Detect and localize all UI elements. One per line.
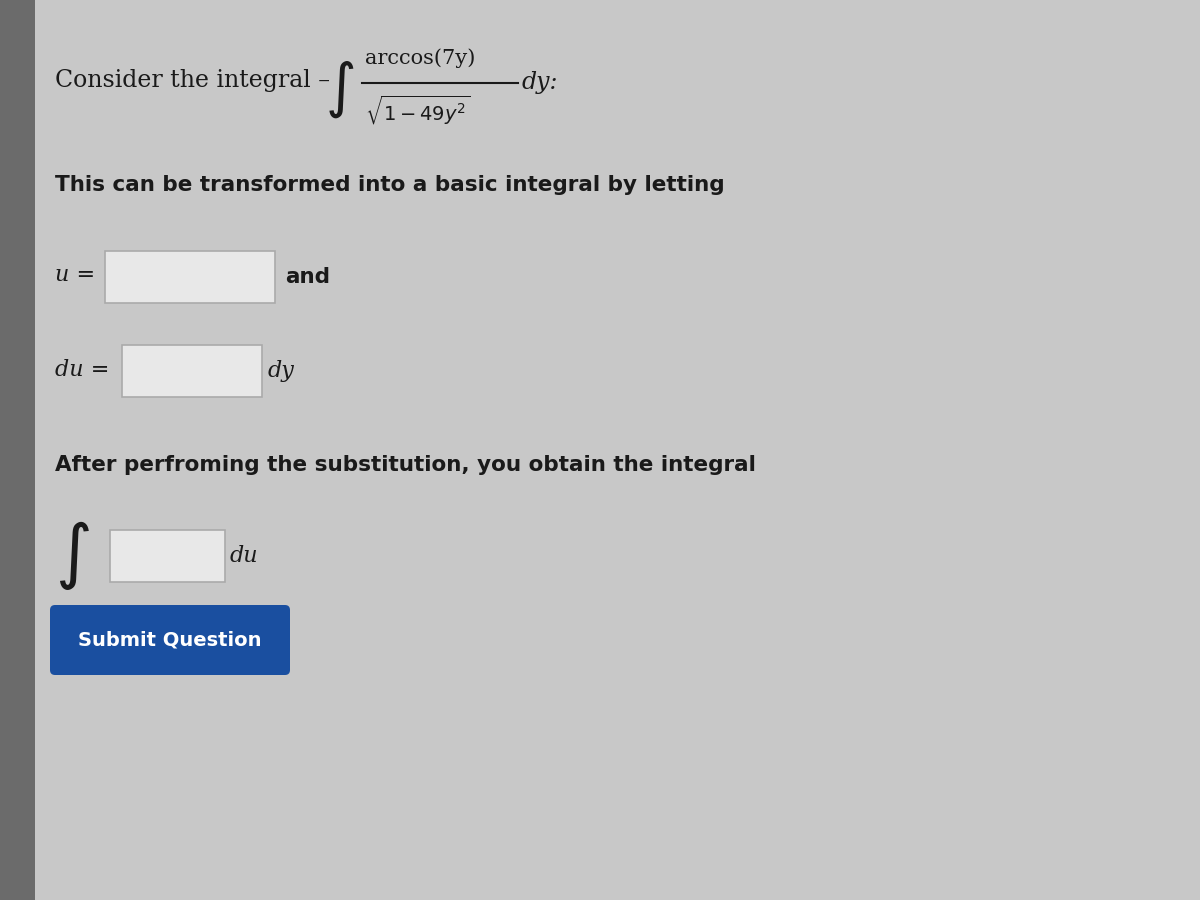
Text: u =: u =	[55, 264, 95, 286]
Text: dy: dy	[268, 360, 295, 382]
Text: dy:: dy:	[522, 71, 558, 94]
FancyBboxPatch shape	[122, 345, 262, 397]
Text: This can be transformed into a basic integral by letting: This can be transformed into a basic int…	[55, 175, 725, 195]
FancyBboxPatch shape	[110, 530, 226, 582]
Text: $\sqrt{1-49y^2}$: $\sqrt{1-49y^2}$	[365, 94, 470, 127]
Text: Submit Question: Submit Question	[78, 631, 262, 650]
FancyBboxPatch shape	[106, 251, 275, 303]
Text: Consider the integral –: Consider the integral –	[55, 68, 330, 92]
Text: $\int$: $\int$	[55, 518, 90, 591]
Text: du: du	[230, 545, 259, 567]
Text: and: and	[286, 267, 330, 287]
Text: arccos(7y): arccos(7y)	[365, 49, 475, 68]
Text: After perfroming the substitution, you obtain the integral: After perfroming the substitution, you o…	[55, 455, 756, 475]
Text: du =: du =	[55, 359, 109, 381]
FancyBboxPatch shape	[50, 605, 290, 675]
Text: $\int$: $\int$	[325, 59, 354, 121]
FancyBboxPatch shape	[0, 0, 35, 900]
